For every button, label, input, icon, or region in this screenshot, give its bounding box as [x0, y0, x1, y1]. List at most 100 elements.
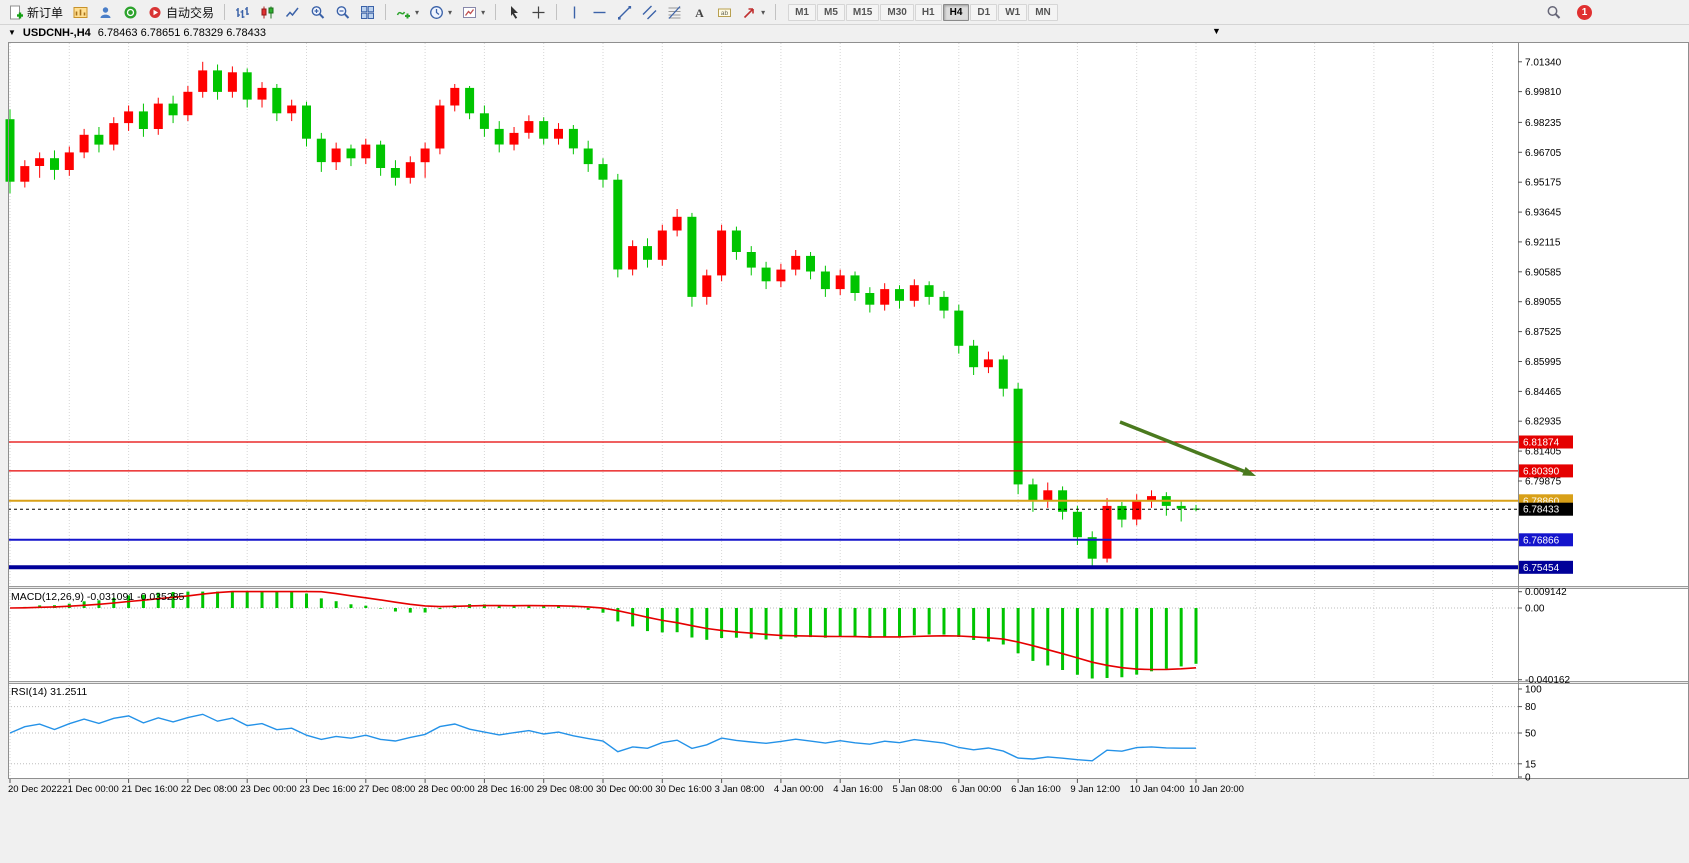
profiles-button[interactable]	[94, 1, 117, 23]
candle-body	[895, 289, 904, 301]
horizontal-line-button[interactable]	[588, 1, 611, 23]
candle-body	[717, 230, 727, 276]
search-button[interactable]	[1542, 1, 1565, 23]
svg-text:ab: ab	[721, 10, 729, 17]
auto-trading-label: 自动交易	[166, 5, 215, 20]
fibonacci-button[interactable]	[663, 1, 686, 23]
time-axis-label: 30 Dec 16:00	[655, 784, 712, 795]
timeframe-button-m30[interactable]: M30	[880, 3, 914, 21]
candle-body	[924, 285, 934, 297]
timeframe-button-w1[interactable]: W1	[998, 3, 1028, 21]
price-tag-label: 6.76866	[1523, 535, 1560, 546]
candle-body	[35, 158, 45, 166]
rsi-axis-label: 80	[1525, 702, 1537, 713]
time-axis-label: 10 Jan 04:00	[1130, 784, 1185, 795]
candle-body	[287, 105, 297, 114]
candle-body	[850, 275, 860, 293]
crosshair-icon	[532, 6, 545, 18]
vertical-line-icon	[573, 6, 576, 18]
price-axis-label: 6.90585	[1525, 267, 1562, 278]
chart-background	[8, 42, 1689, 779]
cursor-icon	[511, 5, 519, 19]
price-axis-label: 6.95175	[1525, 178, 1562, 189]
time-axis-label: 10 Jan 20:00	[1189, 784, 1244, 795]
candle-body	[1147, 496, 1156, 500]
chart-title-bar: ▼ USDCNH-,H4 6.78463 6.78651 6.78329 6.7…	[0, 24, 1689, 42]
timeframe-button-h4[interactable]: H4	[942, 3, 970, 21]
vertical-line-button[interactable]	[563, 1, 586, 23]
candle-body	[20, 166, 30, 182]
rsi-axis-label: 0	[1525, 773, 1531, 784]
channel-icon	[642, 5, 657, 19]
candle-body	[672, 216, 682, 231]
candle-body	[1072, 511, 1082, 538]
timeframe-button-m1[interactable]: M1	[788, 3, 816, 21]
candle-body	[213, 70, 222, 92]
line-chart-button[interactable]	[281, 1, 304, 23]
templates-button[interactable]: ▾	[458, 1, 489, 23]
zoom-out-button[interactable]	[331, 1, 354, 23]
bars-chart-button[interactable]	[231, 1, 254, 23]
zoom-in-icon	[311, 5, 325, 19]
chart-shift-marker[interactable]: ▼	[1212, 26, 1221, 36]
candle-body	[568, 128, 578, 149]
time-axis-label: 4 Jan 16:00	[833, 784, 883, 795]
candle-body	[435, 105, 445, 149]
tile-windows-button[interactable]	[356, 1, 379, 23]
notification-badge[interactable]: 1	[1577, 4, 1592, 20]
timeframe-button-mn[interactable]: MN	[1028, 3, 1058, 21]
candle-body	[1117, 505, 1127, 520]
profiles-icon	[100, 6, 111, 18]
indicators-icon	[396, 11, 411, 18]
candle-body	[64, 152, 74, 170]
horizontal-line-icon	[593, 11, 606, 13]
new-chart-button[interactable]	[69, 1, 92, 23]
candle-body	[835, 275, 845, 290]
arrows-button[interactable]: ▾	[738, 1, 769, 23]
channel-button[interactable]	[638, 1, 661, 23]
candle-body	[1176, 505, 1186, 509]
trend-arrow-line[interactable]	[1119, 420, 1245, 473]
candle-body	[1028, 484, 1038, 500]
candle-body	[880, 289, 890, 305]
periods-button[interactable]: ▾	[425, 1, 456, 23]
bars-chart-icon	[236, 6, 250, 18]
timeframe-button-h1[interactable]: H1	[914, 3, 942, 21]
indicators-button[interactable]: ▾	[392, 1, 423, 23]
trendline-button[interactable]	[613, 1, 636, 23]
candle-body	[969, 345, 979, 368]
price-axis-label: 6.85995	[1525, 357, 1562, 368]
collapse-chart-icon[interactable]: ▼	[8, 28, 16, 37]
price-axis-label: 6.82935	[1525, 417, 1562, 428]
timeframe-button-m5[interactable]: M5	[817, 3, 845, 21]
macd-signal-line	[9, 590, 1197, 671]
community-button[interactable]	[119, 1, 142, 23]
text-label-button[interactable]: ab	[713, 1, 736, 23]
price-axis-label: 6.93645	[1525, 208, 1562, 219]
candle-body	[509, 132, 519, 145]
new-order-button[interactable]: 新订单	[5, 1, 67, 23]
candle-body	[227, 72, 237, 92]
candlestick-chart-button[interactable]	[256, 1, 279, 23]
candle-body	[643, 246, 652, 260]
trend-arrow-head[interactable]	[1242, 466, 1256, 476]
timeframe-button-m15[interactable]: M15	[845, 3, 880, 21]
candle-body	[346, 148, 356, 159]
timeframe-button-d1[interactable]: D1	[970, 3, 998, 21]
chart-window-icon	[73, 6, 88, 18]
text-button[interactable]: A	[688, 1, 711, 23]
cursor-button[interactable]	[502, 1, 525, 23]
candle-body	[702, 275, 712, 297]
candle-body	[1043, 490, 1053, 501]
zoom-in-button[interactable]	[306, 1, 329, 23]
candle-body	[450, 87, 460, 106]
auto-trading-button[interactable]: 自动交易	[144, 1, 218, 23]
time-axis-label: 4 Jan 00:00	[774, 784, 824, 795]
timeframe-toolbar: M1 M5 M15 M30 H1 H4 D1 W1 MN	[788, 3, 1059, 21]
community-icon	[124, 6, 137, 18]
macd-axis-label: 0.00	[1525, 604, 1545, 615]
candle-body	[761, 267, 771, 282]
rsi-line	[9, 713, 1196, 762]
crosshair-button[interactable]	[527, 1, 550, 23]
